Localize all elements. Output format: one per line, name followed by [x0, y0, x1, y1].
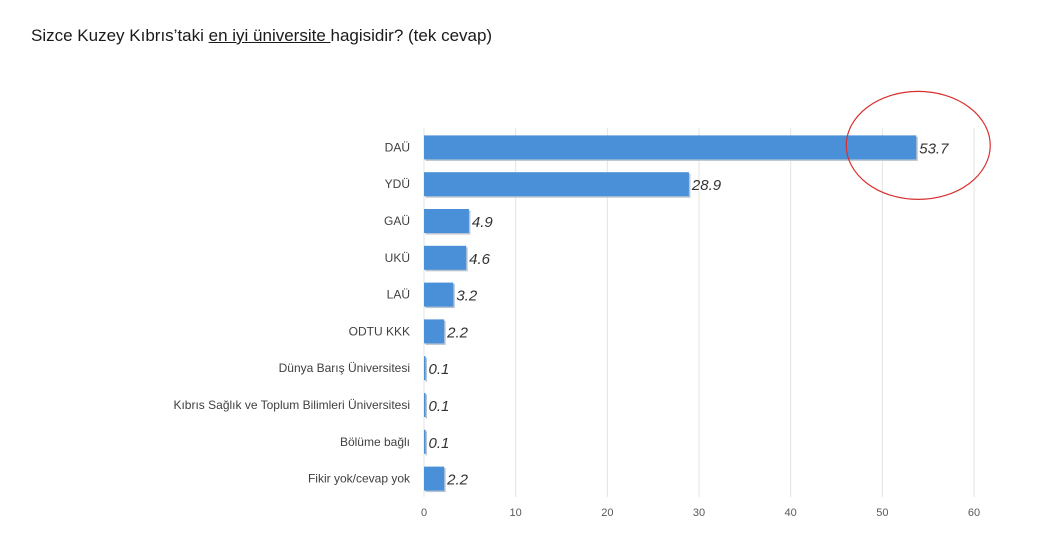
category-label: GAÜ	[384, 214, 410, 228]
x-tick-label: 20	[601, 507, 613, 519]
highlight-circle	[845, 90, 991, 200]
bar-shadow	[425, 431, 427, 456]
bar-shadow	[425, 357, 427, 382]
bar	[424, 245, 467, 270]
title-part1: Sizce Kuzey Kıbrıs’taki	[31, 26, 209, 45]
x-tick-label: 40	[785, 507, 797, 519]
chart-title: Sizce Kuzey Kıbrıs’taki en iyi üniversit…	[31, 26, 492, 46]
bar	[424, 209, 469, 233]
bar	[424, 282, 454, 307]
data-label: 4.9	[472, 214, 494, 231]
x-tick-label: 10	[510, 507, 522, 519]
category-label: Bölüme bağlı	[340, 435, 410, 449]
bar	[424, 172, 689, 197]
bar	[424, 393, 426, 417]
x-tick-label: 0	[421, 507, 427, 519]
category-label: Fikir yok/cevap yok	[308, 472, 411, 486]
x-tick-label: 60	[968, 507, 980, 519]
bar	[424, 356, 426, 381]
x-tick-label: 50	[876, 507, 888, 519]
category-label: YDÜ	[385, 177, 410, 191]
category-label: LAÜ	[387, 288, 410, 302]
data-label: 0.1	[429, 361, 450, 378]
category-label: Dünya Barış Üniversitesi	[279, 361, 410, 375]
bar-shadow	[425, 394, 427, 419]
data-label: 0.1	[429, 435, 450, 452]
category-label: ODTU KKK	[349, 324, 410, 338]
title-part2: hagisidir? (tek cevap)	[330, 26, 493, 45]
bar	[424, 466, 445, 491]
data-label: 2.2	[446, 472, 469, 489]
data-label: 4.6	[469, 251, 491, 268]
x-tick-label: 30	[693, 507, 705, 519]
bar	[424, 429, 426, 454]
data-label: 2.2	[446, 324, 469, 341]
data-label: 3.2	[456, 288, 478, 305]
data-label: 53.7	[919, 140, 949, 157]
data-label: 0.1	[429, 398, 450, 415]
title-underlined: en iyi üniversite	[208, 26, 331, 45]
category-label: DAÜ	[385, 140, 410, 154]
category-label: UKÜ	[385, 251, 410, 265]
bar	[424, 319, 445, 344]
bar	[424, 135, 917, 160]
data-label: 28.9	[691, 177, 722, 194]
category-label: Kıbrıs Sağlık ve Toplum Bilimleri Üniver…	[173, 398, 410, 412]
